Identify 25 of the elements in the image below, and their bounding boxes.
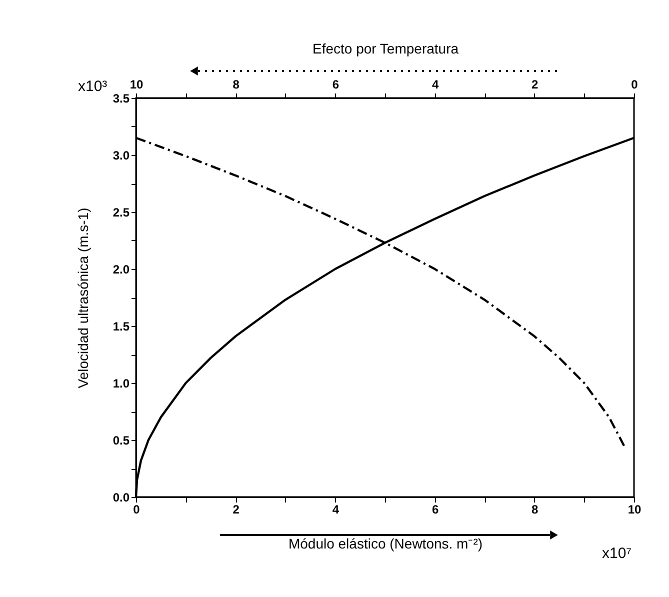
y-tick-label: 2.5 [112,206,130,220]
text: x10³ [78,78,108,95]
x2-axis-title: Efecto por Temperatura [312,40,459,56]
y-tick-label: 3.5 [112,92,130,106]
text: x10⁷ [602,545,632,562]
x2-tick-label: 0 [631,78,638,92]
x-tick-label: 0 [133,502,140,516]
y-tick-label: 1.5 [112,320,130,334]
x-tick-label: 4 [332,502,340,516]
y-tick-label: 1.0 [112,376,130,390]
x2-tick-label: 6 [332,78,340,92]
x-tick-label: 6 [432,502,439,516]
y-tick-label: 3.0 [112,148,130,162]
x2-tick-label: 4 [432,78,439,92]
x-tick-label: 10 [628,502,642,516]
x2-tick-label: 2 [532,78,539,92]
y-tick-label: 0.5 [112,434,130,448]
x-tick-label: 8 [532,502,539,516]
y-tick-label: 0.0 [112,490,130,504]
y-axis-title: Velocidad ultrasónica (m.s-1) [74,208,91,388]
x-axis-title: Módulo elástico (Newtons. m⁻²) [288,536,483,552]
x2-tick-label: 10 [130,78,144,92]
x-tick-label: 2 [232,502,240,516]
y-tick-label: 2.0 [112,262,130,276]
x2-tick-label: 8 [232,78,240,92]
